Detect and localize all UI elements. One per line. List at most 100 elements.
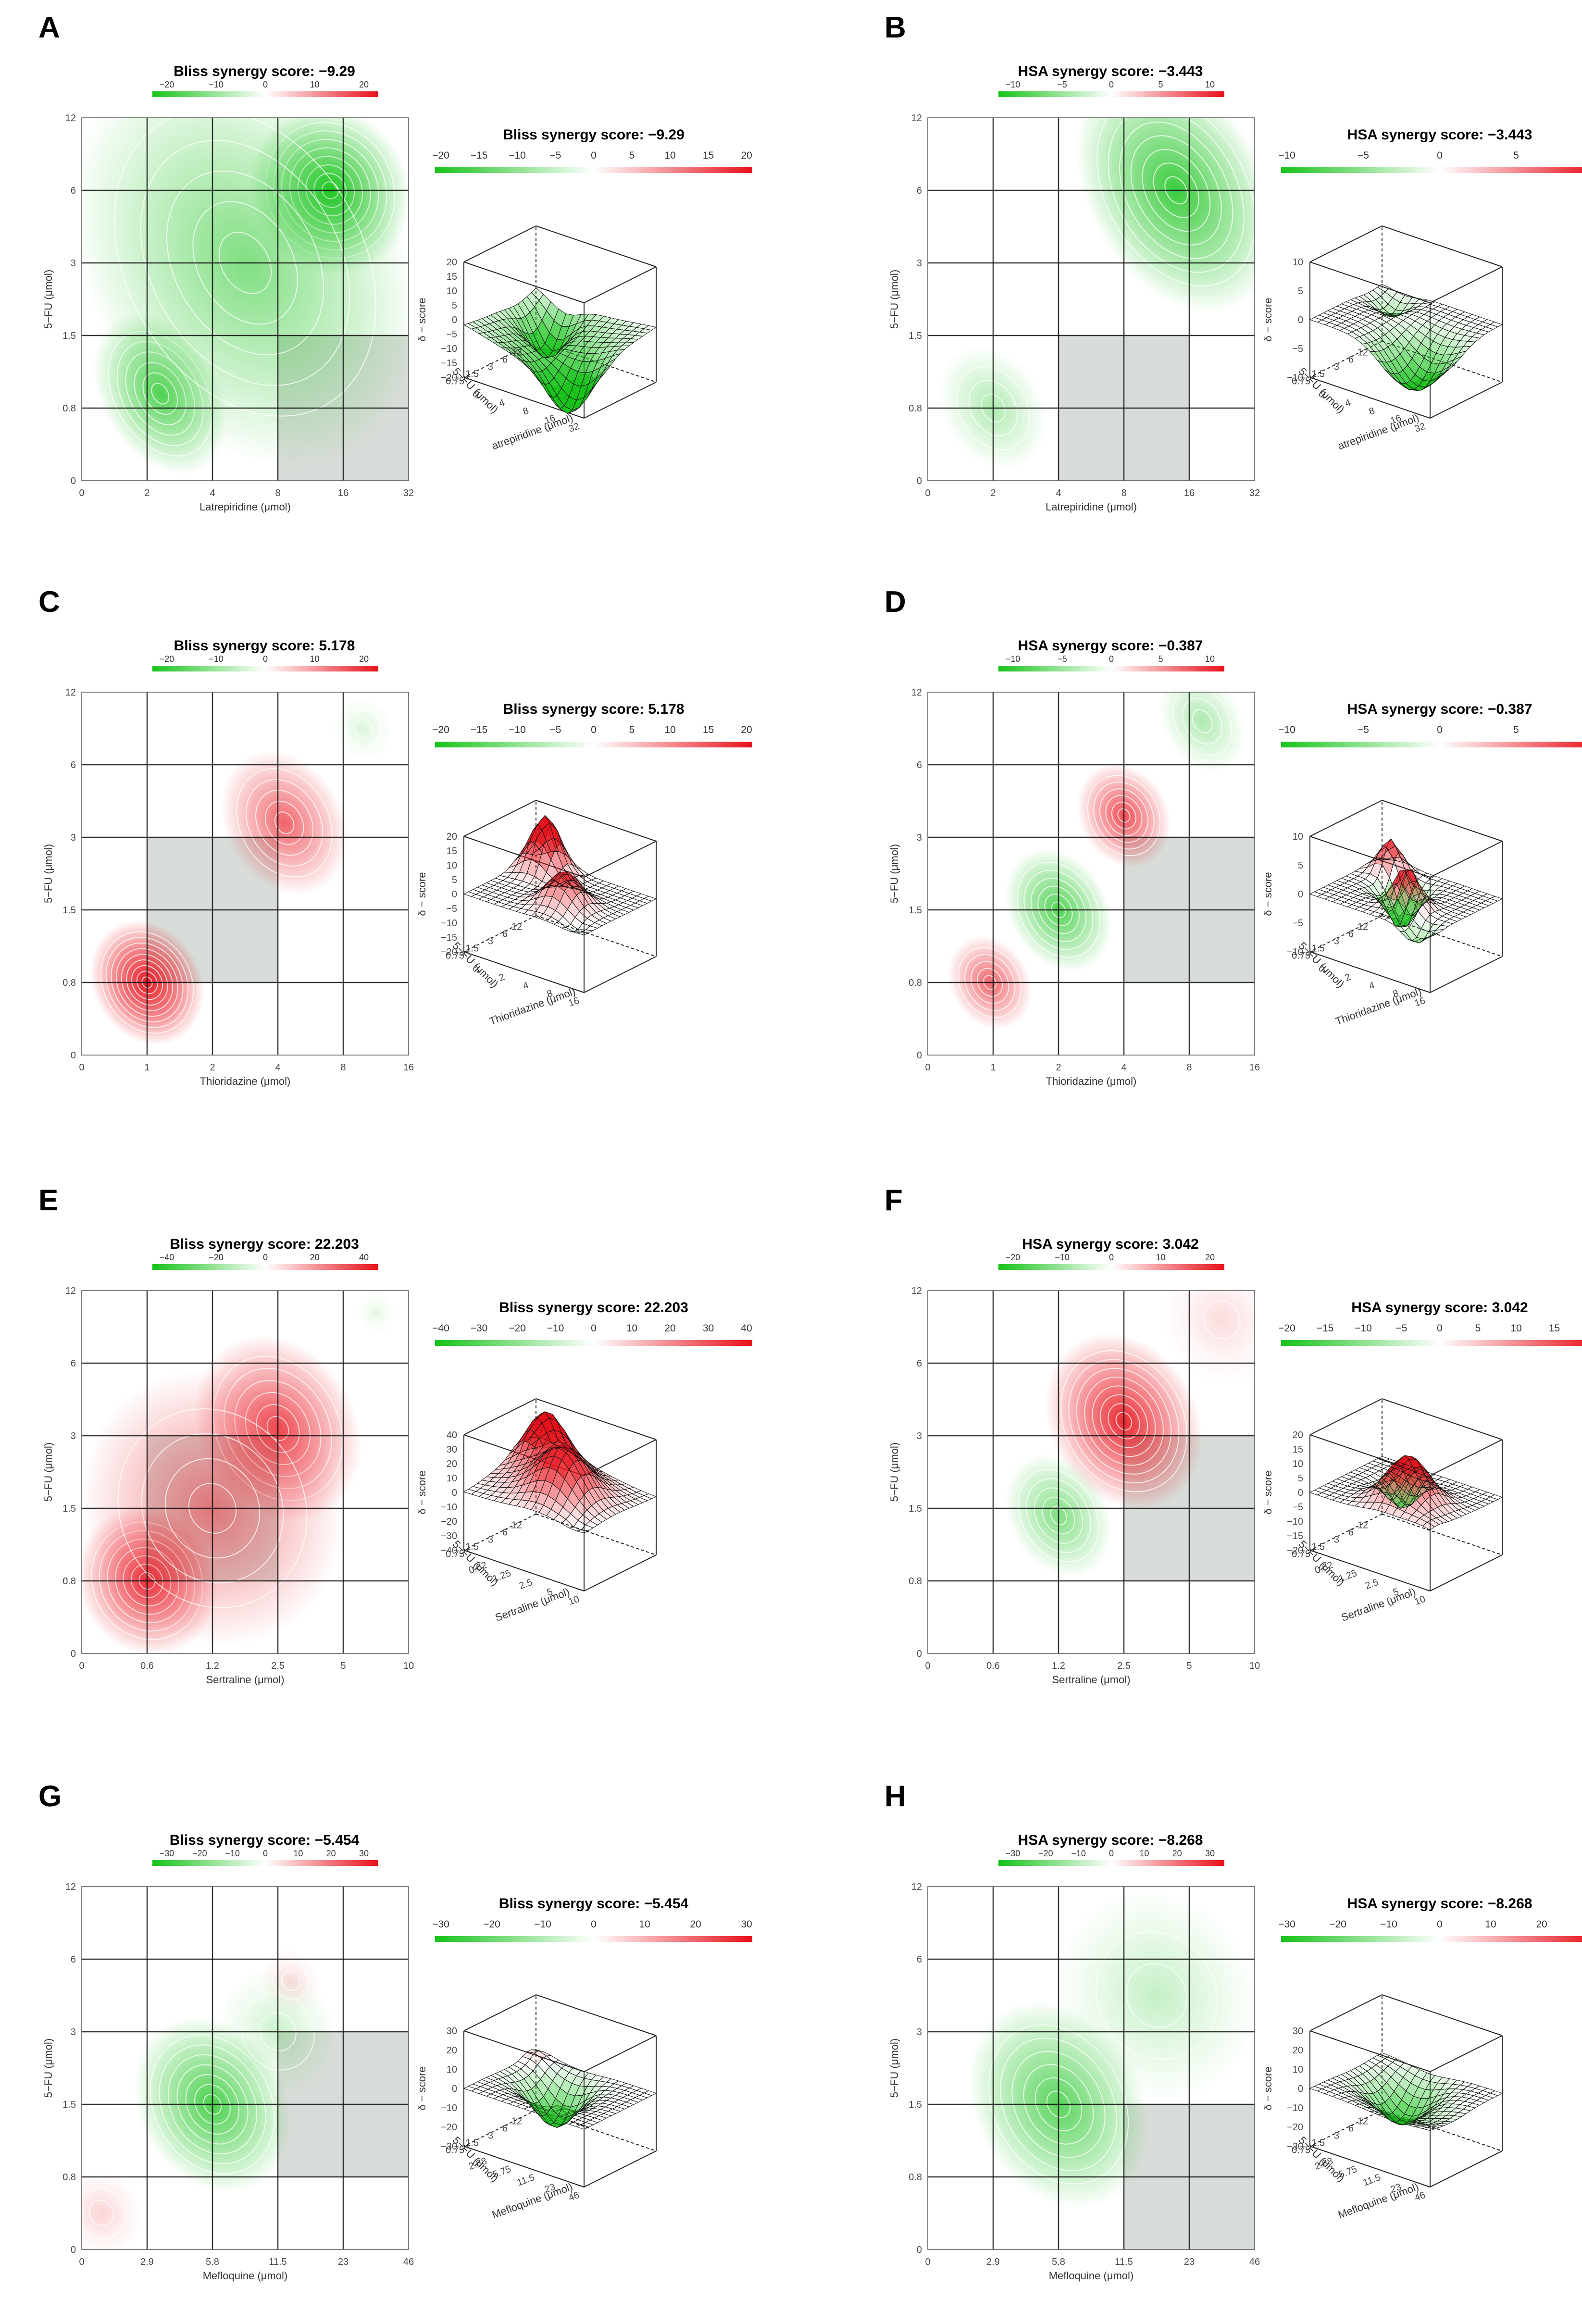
x-tick: 2.5 bbox=[271, 1661, 285, 1671]
contour-line bbox=[111, 942, 184, 1023]
contour-line bbox=[1017, 862, 1100, 958]
contour-line bbox=[1037, 885, 1080, 934]
colorbar-tick: −10 bbox=[509, 724, 526, 735]
y3-tick: 0.75 bbox=[446, 2145, 464, 2156]
contour-line bbox=[1185, 1291, 1255, 1358]
y3-tick: 6 bbox=[1348, 1528, 1354, 1538]
y-tick: 0 bbox=[917, 476, 922, 486]
box-edge bbox=[1309, 225, 1383, 262]
z-tick: −30 bbox=[1287, 2141, 1303, 2152]
colorbar-tick: 0 bbox=[591, 1323, 597, 1334]
colorbar-tick: 20 bbox=[359, 654, 369, 664]
heatmap-frame bbox=[81, 692, 409, 1056]
box-edge bbox=[536, 1994, 657, 2036]
box-edge bbox=[1309, 951, 1431, 993]
colorbar-tick: −10 bbox=[209, 654, 224, 664]
y-tick: 0 bbox=[71, 1050, 76, 1061]
colorbar-tick: 0 bbox=[1109, 1849, 1114, 1858]
colorbar-tick: 20 bbox=[690, 1919, 701, 1930]
surface-mesh bbox=[463, 287, 657, 414]
y-tick: 0 bbox=[71, 1649, 76, 1659]
surface-colorbar bbox=[1281, 167, 1582, 173]
x-tick: 32 bbox=[403, 488, 414, 498]
colorbar-tick: −5 bbox=[1358, 150, 1369, 161]
contour-line bbox=[964, 954, 1016, 1011]
z-tick: −10 bbox=[1287, 1516, 1303, 1527]
y3-tick: 3 bbox=[488, 936, 493, 947]
z-tick: 20 bbox=[1293, 1430, 1303, 1441]
colorbar-tick: 20 bbox=[741, 724, 752, 735]
box-edge bbox=[536, 800, 657, 842]
colorbar-tick: 0 bbox=[263, 1253, 268, 1262]
z-tick: 0 bbox=[1298, 889, 1303, 900]
z-axis-label: δ − score bbox=[1262, 2066, 1274, 2110]
heatmap-plot bbox=[928, 1291, 1255, 1653]
contour-line bbox=[121, 954, 174, 1011]
x3-tick: 2.5 bbox=[1364, 1577, 1380, 1591]
z-tick: −20 bbox=[1287, 1545, 1303, 1556]
heatmap-title: Bliss synergy score: 22.203 bbox=[170, 1236, 359, 1252]
y-tick: 0 bbox=[917, 1649, 922, 1659]
contour-line bbox=[136, 970, 158, 994]
y-tick: 1.5 bbox=[909, 331, 922, 341]
contour-line bbox=[980, 394, 1006, 423]
z-tick: 10 bbox=[447, 1473, 457, 1484]
colorbar-tick: −10 bbox=[1006, 80, 1021, 89]
contour-line bbox=[105, 937, 189, 1028]
heatmap-plot bbox=[82, 1887, 409, 2249]
colorbar-tick: −10 bbox=[1006, 654, 1021, 664]
y-tick: 3 bbox=[917, 1431, 922, 1442]
box-edge bbox=[1309, 1994, 1383, 2031]
x-tick: 5.8 bbox=[206, 2257, 219, 2267]
colorbar-tick: −10 bbox=[225, 1849, 240, 1858]
x-tick: 2.9 bbox=[140, 2257, 154, 2267]
surface-title: Bliss synergy score: −5.454 bbox=[499, 1896, 689, 1912]
colorbar-tick: 0 bbox=[591, 724, 597, 735]
x3-axis-label: Mefloquine (μmol) bbox=[490, 2181, 574, 2221]
contour-line bbox=[1203, 1300, 1241, 1340]
surface-box bbox=[1309, 225, 1503, 419]
contour-line bbox=[1051, 901, 1066, 919]
colorbar-tick: −20 bbox=[160, 80, 174, 89]
x-tick: 8 bbox=[340, 1062, 346, 1073]
heatmap-frame bbox=[927, 1290, 1255, 1654]
colorbar-tick: 5 bbox=[1475, 1323, 1481, 1334]
colorbar-tick: 10 bbox=[626, 1323, 637, 1334]
mesh-cell bbox=[643, 1493, 657, 1499]
colorbar-tick: 15 bbox=[703, 724, 714, 735]
box-edge bbox=[463, 1398, 536, 1435]
colorbar-tick: 30 bbox=[741, 1919, 752, 1930]
contour-line bbox=[1023, 870, 1094, 950]
heatmap-colorbar bbox=[998, 1860, 1224, 1866]
colorbar-tick: −20 bbox=[1006, 1253, 1021, 1262]
box-edge bbox=[584, 2150, 657, 2187]
colorbar-tick: 20 bbox=[664, 1323, 675, 1334]
y3-tick: 0.75 bbox=[1292, 376, 1310, 387]
box-edge bbox=[463, 800, 536, 837]
x-tick: 46 bbox=[403, 2257, 414, 2267]
y3-tick: 6 bbox=[502, 355, 508, 365]
z-axis-label: δ − score bbox=[416, 1470, 428, 1514]
box-edge bbox=[1309, 1514, 1383, 1551]
contour-line bbox=[1111, 801, 1137, 830]
colorbar-tick: 15 bbox=[1549, 1323, 1560, 1334]
z-tick: −15 bbox=[1287, 1531, 1303, 1541]
y3-tick: 3 bbox=[488, 2131, 493, 2141]
colorbar-tick: 10 bbox=[293, 1849, 303, 1858]
heatmap-title: HSA synergy score: −0.387 bbox=[1018, 638, 1203, 654]
z-tick: 0 bbox=[1298, 2084, 1303, 2094]
box-edge bbox=[1430, 382, 1503, 419]
contour-line bbox=[977, 968, 1003, 997]
y-tick: 12 bbox=[911, 687, 922, 698]
colorbar-tick: 0 bbox=[591, 1919, 597, 1930]
heatmap-plot bbox=[928, 1887, 1255, 2249]
z-tick: 10 bbox=[447, 2064, 457, 2075]
y3-tick: 0.75 bbox=[1292, 2145, 1310, 2156]
y-tick: 1.5 bbox=[62, 2100, 76, 2110]
contour-line bbox=[117, 1408, 308, 1608]
y3-tick: 0.75 bbox=[1292, 1549, 1310, 1560]
colorbar-tick: 10 bbox=[310, 80, 319, 89]
